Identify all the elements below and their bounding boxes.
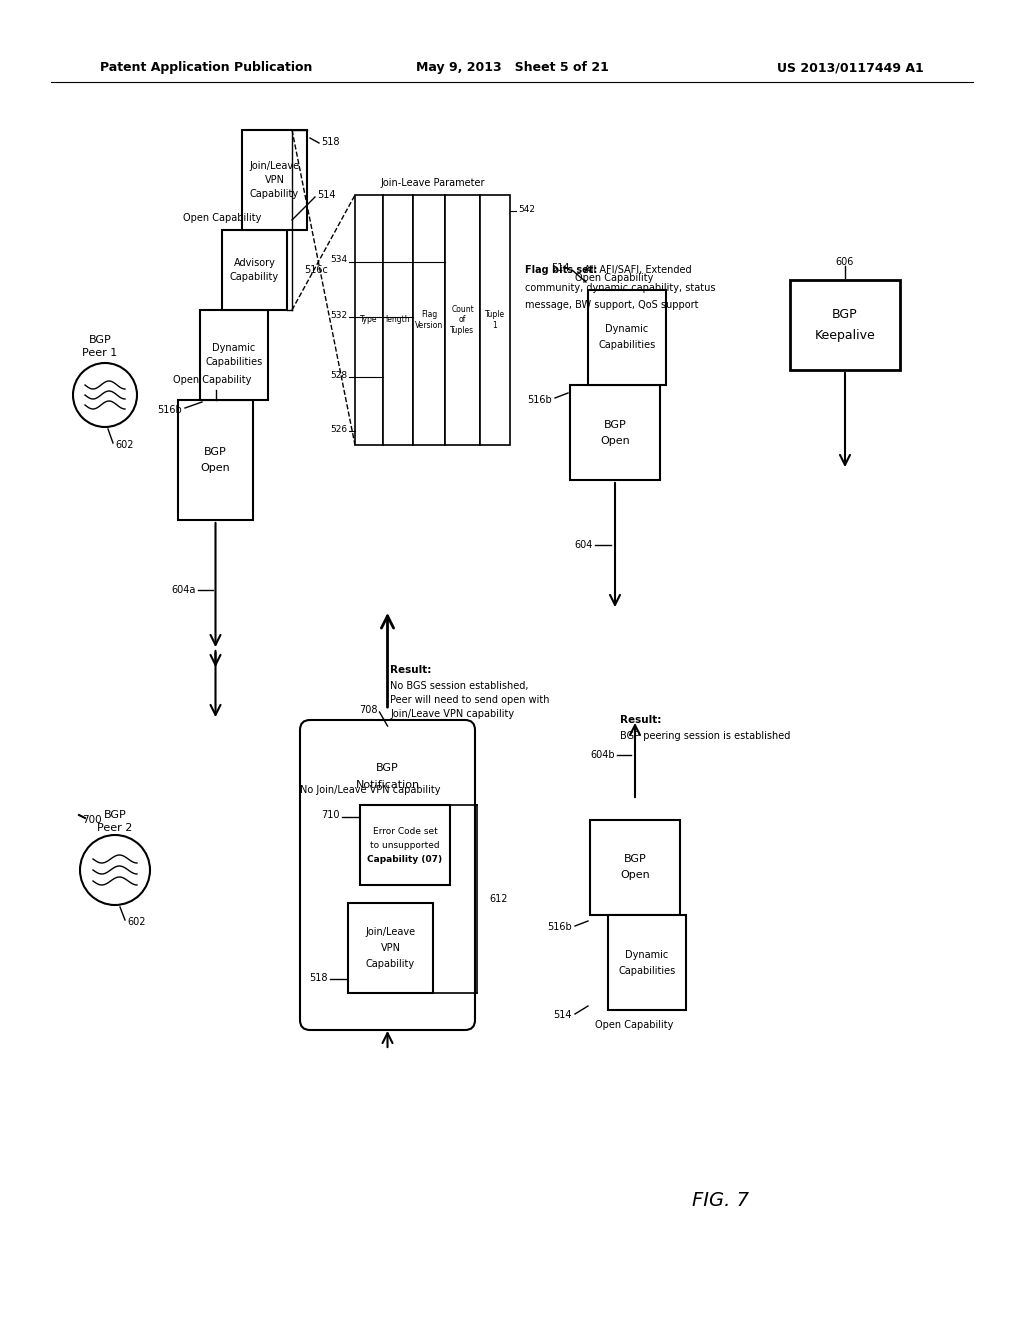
Text: 604a: 604a xyxy=(171,585,196,595)
Text: 518: 518 xyxy=(309,973,328,983)
Text: 516b: 516b xyxy=(547,921,572,932)
Text: BGP: BGP xyxy=(833,309,858,322)
Bar xyxy=(588,290,666,385)
Text: 602: 602 xyxy=(127,917,145,927)
Text: Open Capability: Open Capability xyxy=(575,273,653,282)
Text: 606: 606 xyxy=(836,257,854,267)
Bar xyxy=(590,820,680,915)
Text: Open Capability: Open Capability xyxy=(173,375,251,385)
Text: 514: 514 xyxy=(317,190,336,201)
Text: Dynamic: Dynamic xyxy=(626,949,669,960)
Text: Join/Leave: Join/Leave xyxy=(250,161,300,172)
Text: Flag
Version: Flag Version xyxy=(415,310,443,330)
Text: 532: 532 xyxy=(330,310,347,319)
Text: May 9, 2013   Sheet 5 of 21: May 9, 2013 Sheet 5 of 21 xyxy=(416,62,608,74)
Text: BGP: BGP xyxy=(376,763,399,774)
Text: Result:: Result: xyxy=(390,665,431,675)
Bar xyxy=(413,195,445,445)
Text: 602: 602 xyxy=(115,440,133,450)
Text: VPN: VPN xyxy=(381,942,400,953)
Text: VPN: VPN xyxy=(264,176,285,185)
Text: 528: 528 xyxy=(330,371,347,380)
Text: All AFI/SAFI, Extended: All AFI/SAFI, Extended xyxy=(581,265,691,275)
Bar xyxy=(178,400,253,520)
Bar xyxy=(348,903,433,993)
Text: Join/Leave: Join/Leave xyxy=(366,927,416,937)
Bar xyxy=(383,195,413,445)
Text: 604: 604 xyxy=(574,540,593,550)
Text: Error Code set: Error Code set xyxy=(373,826,437,836)
Text: Open Capability: Open Capability xyxy=(183,213,261,223)
Text: BGP: BGP xyxy=(89,335,112,345)
Text: Join-Leave Parameter: Join-Leave Parameter xyxy=(380,178,484,187)
Text: 514: 514 xyxy=(552,263,570,273)
Text: Open: Open xyxy=(600,436,630,446)
Text: Capabilities: Capabilities xyxy=(206,356,262,367)
Bar xyxy=(355,195,383,445)
Bar xyxy=(608,915,686,1010)
Bar xyxy=(242,129,307,230)
FancyBboxPatch shape xyxy=(300,719,475,1030)
Text: to unsupported: to unsupported xyxy=(371,841,440,850)
Text: Capabilities: Capabilities xyxy=(618,965,676,975)
Text: BGP: BGP xyxy=(624,854,646,865)
Text: Dynamic: Dynamic xyxy=(212,343,256,352)
Text: 700: 700 xyxy=(82,814,101,825)
Text: Capabilities: Capabilities xyxy=(598,341,655,351)
Bar xyxy=(222,230,287,310)
Text: Capability: Capability xyxy=(366,960,415,969)
Bar xyxy=(570,385,660,480)
Text: Open: Open xyxy=(201,463,230,473)
Text: BGP: BGP xyxy=(204,447,227,457)
Text: Peer 1: Peer 1 xyxy=(82,348,118,358)
Text: Count
of
Tuples: Count of Tuples xyxy=(451,305,474,335)
Text: BGP: BGP xyxy=(603,420,627,429)
Text: 516b: 516b xyxy=(527,395,552,405)
Bar xyxy=(445,195,480,445)
Text: Keepalive: Keepalive xyxy=(815,329,876,342)
Text: length: length xyxy=(386,315,411,325)
Text: Peer 2: Peer 2 xyxy=(97,822,133,833)
Text: 612: 612 xyxy=(489,894,508,904)
Text: Peer will need to send open with: Peer will need to send open with xyxy=(390,696,550,705)
Text: Capability: Capability xyxy=(230,272,280,282)
Text: 516c: 516c xyxy=(304,265,328,275)
Text: Patent Application Publication: Patent Application Publication xyxy=(100,62,312,74)
Text: Tuple
1: Tuple 1 xyxy=(485,310,505,330)
Text: Capability: Capability xyxy=(250,189,299,199)
Text: BGP: BGP xyxy=(103,810,126,820)
Text: US 2013/0117449 A1: US 2013/0117449 A1 xyxy=(777,62,924,74)
Bar xyxy=(200,310,268,400)
Text: 518: 518 xyxy=(321,137,340,147)
Bar xyxy=(360,805,450,884)
Text: 708: 708 xyxy=(359,705,378,715)
Bar xyxy=(480,195,510,445)
Text: community, dynamic capability, status: community, dynamic capability, status xyxy=(525,282,716,293)
Text: Advisory: Advisory xyxy=(233,257,275,268)
Text: Flag bits set:: Flag bits set: xyxy=(525,265,597,275)
Text: Type: Type xyxy=(360,315,378,325)
Text: 534: 534 xyxy=(330,256,347,264)
Text: No BGS session established,: No BGS session established, xyxy=(390,681,528,690)
Text: Open Capability: Open Capability xyxy=(595,1020,674,1030)
Text: 604b: 604b xyxy=(591,750,615,760)
Text: Capability (07): Capability (07) xyxy=(368,854,442,863)
Text: Open: Open xyxy=(621,870,650,880)
Text: 514: 514 xyxy=(554,1010,572,1020)
Text: FIG. 7: FIG. 7 xyxy=(691,1191,749,1209)
Text: 526: 526 xyxy=(330,425,347,434)
Text: Notification: Notification xyxy=(355,780,420,789)
Text: Result:: Result: xyxy=(620,715,662,725)
Text: Dynamic: Dynamic xyxy=(605,325,648,334)
Text: 710: 710 xyxy=(322,810,340,820)
Text: message, BW support, QoS support: message, BW support, QoS support xyxy=(525,300,698,310)
Text: No Join/Leave VPN capability: No Join/Leave VPN capability xyxy=(300,785,440,795)
Text: 516b: 516b xyxy=(158,405,182,414)
Text: 542: 542 xyxy=(518,206,535,214)
Bar xyxy=(790,280,900,370)
Text: Join/Leave VPN capability: Join/Leave VPN capability xyxy=(390,709,514,719)
Text: BGP peering session is established: BGP peering session is established xyxy=(620,731,791,741)
